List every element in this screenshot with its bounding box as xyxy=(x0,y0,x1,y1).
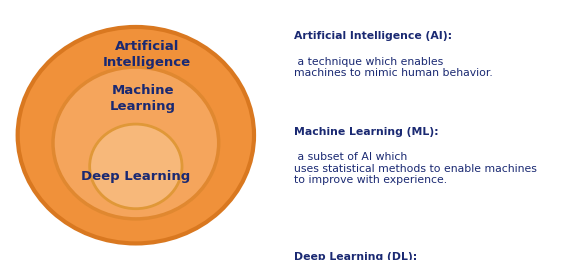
Ellipse shape xyxy=(89,124,182,209)
Text: Machine
Learning: Machine Learning xyxy=(110,84,175,113)
Text: Deep Learning (DL):: Deep Learning (DL): xyxy=(294,252,418,260)
Text: Deep Learning: Deep Learning xyxy=(81,170,191,183)
Ellipse shape xyxy=(18,27,254,243)
Text: Artificial
Intelligence: Artificial Intelligence xyxy=(102,40,191,69)
Text: a subset of AI which
uses statistical methods to enable machines
to improve with: a subset of AI which uses statistical me… xyxy=(294,152,537,185)
Ellipse shape xyxy=(53,67,218,219)
Text: Machine Learning (ML):: Machine Learning (ML): xyxy=(294,127,439,137)
Text: Artificial Intelligence (AI):: Artificial Intelligence (AI): xyxy=(294,31,452,41)
Text: a technique which enables
machines to mimic human behavior.: a technique which enables machines to mi… xyxy=(294,57,493,78)
